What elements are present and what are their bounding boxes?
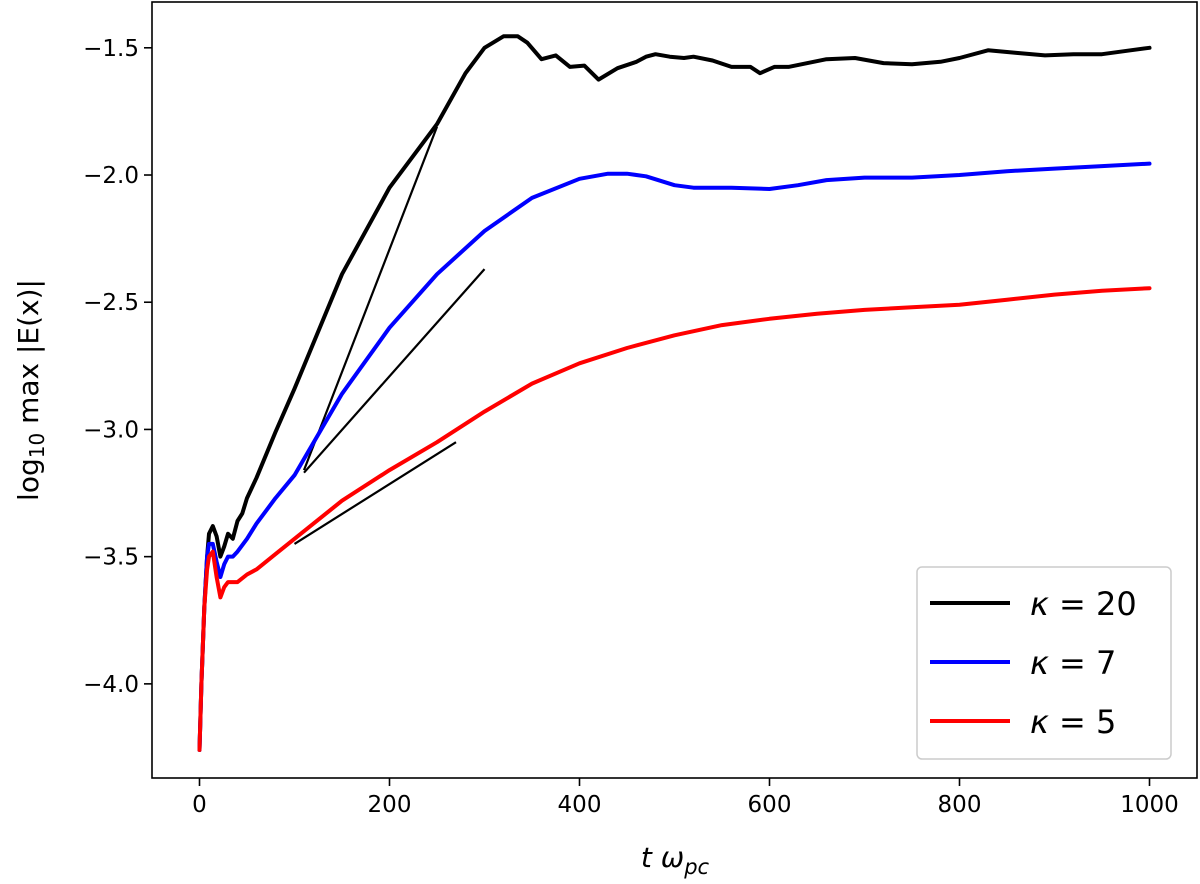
legend-kappa-value: = 7 <box>1049 644 1117 682</box>
fit-lines <box>293 126 486 545</box>
x-axis-label: t ωpc <box>641 841 710 879</box>
x-tick-label: 0 <box>192 792 207 818</box>
y-axis-label-post: max |E(x)| <box>12 279 45 433</box>
y-tick-label: −2.0 <box>83 163 139 189</box>
series-kappa-20-line <box>197 34 1152 752</box>
plot-frame <box>151 1 1198 779</box>
x-axis-label-main: t ω <box>641 841 684 874</box>
y-axis-label-pre: log <box>12 458 45 501</box>
legend: κ = 20 κ = 7 κ = 5 <box>916 566 1172 760</box>
x-tick-label: 400 <box>558 792 602 818</box>
y-axis: −4.0 −3.5 −3.0 −2.5 −2.0 −1.5 <box>83 36 152 698</box>
legend-kappa-value: = 20 <box>1049 585 1137 623</box>
x-tick-label: 800 <box>938 792 982 818</box>
series-kappa-7-line <box>197 161 1152 752</box>
y-tick-label: −2.5 <box>83 290 139 316</box>
legend-box <box>916 566 1172 760</box>
x-tick-label: 600 <box>748 792 792 818</box>
series-kappa-5-line <box>197 286 1152 752</box>
fit-kappa-5-line <box>293 441 457 545</box>
series-lines <box>197 34 1152 752</box>
legend-label-kappa-20: κ = 20 <box>1030 585 1137 623</box>
legend-kappa-symbol: κ <box>1030 703 1049 741</box>
legend-kappa-symbol: κ <box>1030 585 1049 623</box>
x-axis-label-sub: pc <box>683 855 709 879</box>
fit-kappa-20-line <box>302 126 439 471</box>
y-tick-label: −1.5 <box>83 36 139 62</box>
fit-kappa-7-line <box>303 268 486 474</box>
x-tick-label: 200 <box>368 792 412 818</box>
y-tick-label: −4.0 <box>83 672 139 698</box>
legend-label-kappa-5: κ = 5 <box>1030 703 1116 741</box>
legend-kappa-value: = 5 <box>1049 703 1117 741</box>
y-axis-label-sub: 10 <box>25 433 49 458</box>
y-axis-label: log10 max |E(x)| <box>12 279 49 501</box>
legend-label-kappa-7: κ = 7 <box>1030 644 1116 682</box>
y-tick-label: −3.0 <box>83 417 139 443</box>
y-tick-label: −3.5 <box>83 545 139 571</box>
legend-kappa-symbol: κ <box>1030 644 1049 682</box>
x-tick-label: 1000 <box>1120 792 1179 818</box>
x-axis: 0 200 400 600 800 1000 <box>192 778 1179 818</box>
